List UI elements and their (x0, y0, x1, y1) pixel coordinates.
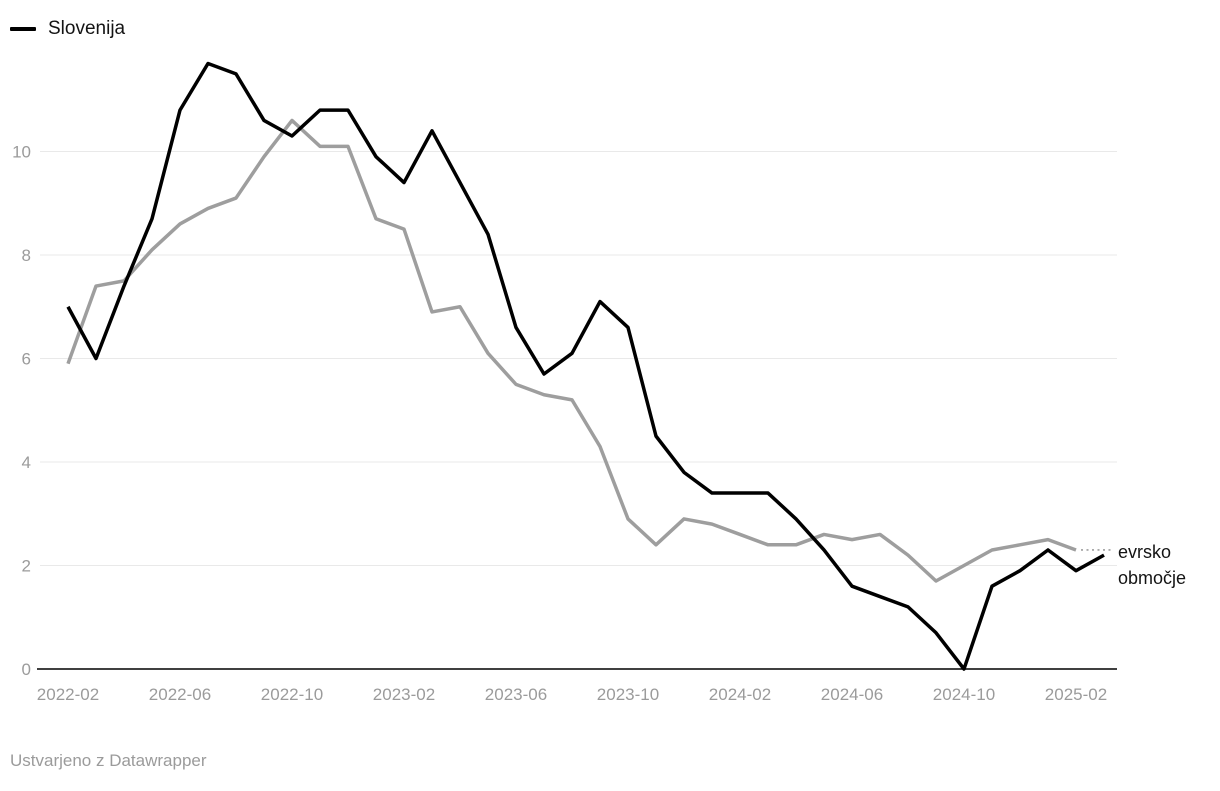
x-tick-label: 2022-06 (149, 685, 211, 704)
x-tick-label: 2024-10 (933, 685, 995, 704)
y-tick-label: 8 (22, 246, 31, 265)
legend: Slovenija (10, 17, 125, 41)
series-line-evrsko-obmocje (66, 118, 1077, 583)
slovenija-line-swatch (10, 27, 36, 31)
x-tick-label: 2024-06 (821, 685, 883, 704)
y-tick-label: 6 (22, 350, 31, 369)
attribution-link[interactable]: Ustvarjeno z Datawrapper (10, 751, 207, 770)
y-tick-label: 2 (22, 557, 31, 576)
x-tick-label: 2022-10 (261, 685, 323, 704)
x-tick-label: 2025-02 (1045, 685, 1107, 704)
legend-label-slovenija: Slovenija (48, 18, 126, 39)
y-tick-label: 0 (22, 660, 31, 679)
x-tick-label: 2022-02 (37, 685, 99, 704)
x-tick-label: 2023-06 (485, 685, 547, 704)
y-tick-label: 10 (12, 143, 31, 162)
x-tick-label: 2023-10 (597, 685, 659, 704)
x-tick-label: 2024-02 (709, 685, 771, 704)
series-line-slovenija (66, 61, 1105, 671)
x-tick-label: 2023-02 (373, 685, 435, 704)
y-tick-label: 4 (22, 453, 31, 472)
line-label-evrsko-obmocje: evrsko območje (1118, 542, 1187, 588)
